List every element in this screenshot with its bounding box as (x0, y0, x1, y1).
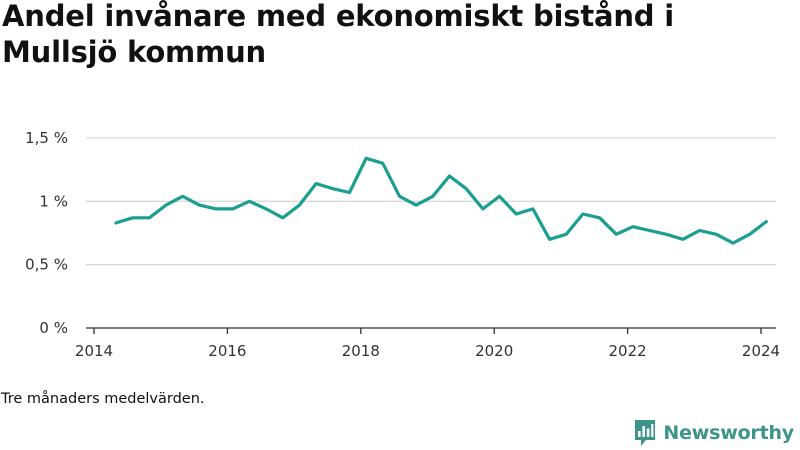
data-point (748, 233, 751, 236)
x-tick-label: 2020 (475, 342, 513, 360)
data-point (531, 207, 535, 211)
x-tick-label: 2024 (742, 342, 780, 360)
data-point (464, 187, 468, 190)
line-chart: 0 % 0,5 % 1 % 1,5 % 2014 2016 2018 2020 2022 202… (25, 129, 780, 360)
newsworthy-logo-icon (635, 420, 656, 446)
data-point (598, 216, 601, 219)
data-point (381, 162, 385, 165)
x-tick-label: 2014 (75, 342, 113, 360)
data-point (431, 195, 435, 198)
x-tick-label: 2016 (208, 342, 246, 360)
data-point (681, 238, 685, 241)
brand-logo: Newsworthy (633, 419, 794, 447)
data-point (314, 182, 318, 185)
data-point (348, 191, 351, 194)
y-tick-label: 1,5 % (25, 129, 68, 147)
data-point (448, 174, 451, 178)
data-point (231, 207, 234, 211)
y-axis-ticks: 0 % 0,5 % 1 % 1,5 % (25, 129, 68, 337)
data-point (498, 195, 501, 198)
data-point (131, 216, 134, 219)
data-point (581, 212, 585, 216)
data-point (765, 220, 768, 223)
data-point (398, 195, 401, 198)
chart-title: Andel invånare med ekonomiskt bistånd i … (2, 0, 675, 69)
y-tick-label: 0 % (39, 319, 68, 337)
data-point (281, 216, 284, 219)
data-point (248, 200, 251, 203)
data-point (331, 187, 334, 190)
brand-name: Newsworthy (663, 422, 794, 444)
data-point (665, 233, 668, 236)
series-group (114, 156, 768, 245)
data-point (364, 157, 368, 160)
data-point (198, 203, 201, 207)
data-point (414, 203, 418, 207)
data-point (164, 203, 168, 207)
data-point (264, 207, 268, 211)
data-point (615, 233, 618, 236)
data-point (548, 238, 551, 241)
grid-lines (86, 137, 776, 266)
data-point (114, 221, 118, 225)
data-point (515, 212, 518, 216)
data-point (181, 195, 184, 198)
data-point (715, 233, 718, 236)
footnote: Tre månaders medelvärden. (1, 391, 205, 407)
data-point (148, 216, 151, 219)
x-axis: 2014 2016 2018 2020 2022 2024 (75, 327, 780, 360)
data-point (214, 207, 218, 211)
data-point (481, 207, 485, 211)
data-point (648, 229, 651, 232)
data-point (631, 225, 635, 228)
y-tick-label: 0,5 % (25, 256, 68, 274)
data-point (731, 241, 735, 245)
data-point (298, 203, 301, 207)
x-tick-label: 2018 (342, 342, 380, 360)
y-tick-label: 1 % (39, 192, 68, 210)
data-point (565, 233, 568, 236)
x-tick-label: 2022 (609, 342, 647, 360)
series-line (114, 156, 768, 245)
data-point (698, 229, 701, 232)
